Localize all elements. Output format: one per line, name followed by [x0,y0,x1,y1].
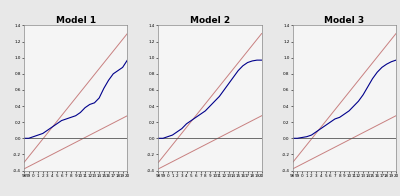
Title: Model 3: Model 3 [324,16,364,25]
Title: Model 2: Model 2 [190,16,230,25]
Title: Model 1: Model 1 [56,16,96,25]
